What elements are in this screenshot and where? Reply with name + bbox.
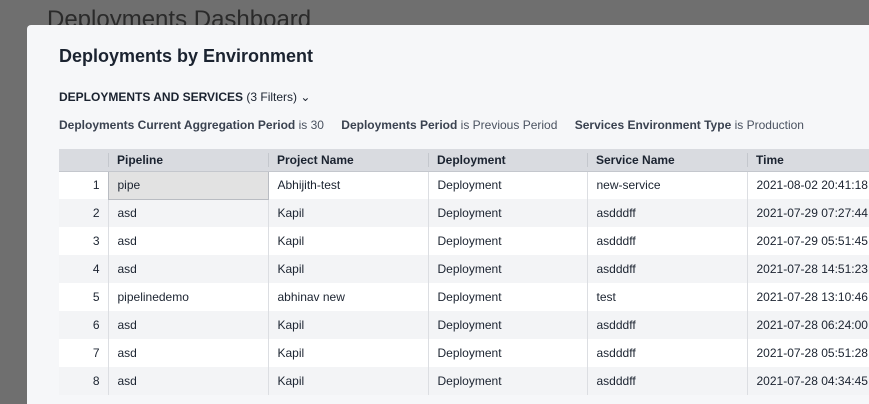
explore-modal: Deployments by Environment DEPLOYMENTS A… <box>27 25 869 404</box>
table-cell[interactable]: asdddff <box>586 227 747 255</box>
column-header[interactable]: Deployment <box>428 149 587 172</box>
table-row: 2 asd Kapil Deployment asdddff 2021-07-29 07:… <box>59 199 869 227</box>
table-cell[interactable]: Kapil <box>267 311 428 339</box>
index-header <box>59 149 108 172</box>
column-header[interactable]: Time <box>747 149 869 172</box>
row-number: 1 <box>59 171 108 199</box>
table-cell[interactable]: Deployment <box>427 311 587 339</box>
table-cell[interactable]: 2021-07-28 04:34:45 <box>746 367 869 395</box>
table-cell[interactable]: 2021-07-28 06:24:00 <box>746 311 869 339</box>
table-cell[interactable]: pipelinedemo <box>107 283 268 311</box>
row-number: 5 <box>59 283 108 311</box>
table-cell[interactable]: Kapil <box>267 367 428 395</box>
table-cell[interactable]: 2021-07-29 05:51:45 <box>746 227 869 255</box>
table-cell[interactable]: asdddff <box>586 255 747 283</box>
column-header[interactable]: Service Name <box>587 149 747 172</box>
filter-list: Deployments Current Aggregation Period i… <box>59 118 818 132</box>
table-cell[interactable]: Deployment <box>427 255 587 283</box>
filters-toggle[interactable]: DEPLOYMENTS AND SERVICES (3 Filters) ⌄ <box>59 90 310 104</box>
table-header: Pipeline Project Name Deployment Service… <box>59 149 869 172</box>
row-number: 2 <box>59 199 108 227</box>
table-cell[interactable]: Deployment <box>427 339 587 367</box>
row-number: 3 <box>59 227 108 255</box>
table-cell[interactable]: 2021-07-28 05:51:28 <box>746 339 869 367</box>
table-cell[interactable]: Deployment <box>427 199 587 227</box>
table-cell[interactable]: asd <box>107 199 268 227</box>
row-number: 4 <box>59 255 108 283</box>
column-header[interactable]: Project Name <box>268 149 428 172</box>
table-cell[interactable]: asd <box>107 255 268 283</box>
table-cell[interactable]: 2021-07-28 14:51:23 <box>746 255 869 283</box>
modal-title: Deployments by Environment <box>59 46 314 66</box>
table-row: 8 asd Kapil Deployment asdddff 2021-07-28 04:… <box>59 367 869 395</box>
table-row: 5 pipelinedemo abhinav new Deployment test 20… <box>59 283 869 311</box>
table-cell[interactable]: Abhijith-test <box>267 171 428 199</box>
table-cell[interactable]: Deployment <box>427 227 587 255</box>
table-row: 7 asd Kapil Deployment asdddff 2021-07-28 05:… <box>59 339 869 367</box>
table-cell[interactable]: Kapil <box>267 227 428 255</box>
source-label: DEPLOYMENTS AND SERVICES <box>59 90 244 104</box>
filter-item: Services Environment Type is Production <box>575 118 804 132</box>
table-cell[interactable]: Kapil <box>267 255 428 283</box>
filter-field: Deployments Current Aggregation Period <box>59 118 296 132</box>
table-cell[interactable]: pipe <box>107 170 269 200</box>
column-header[interactable]: Pipeline <box>108 149 268 172</box>
table-cell[interactable]: Deployment <box>427 171 587 199</box>
table-cell[interactable]: asd <box>107 367 268 395</box>
filter-count: (3 Filters) <box>246 90 298 104</box>
table-cell[interactable]: asd <box>107 339 268 367</box>
table-cell[interactable]: asdddff <box>586 311 747 339</box>
table-cell[interactable]: Kapil <box>267 339 428 367</box>
table-row: 6 asd Kapil Deployment asdddff 2021-07-28 06:… <box>59 311 869 339</box>
filter-field: Services Environment Type <box>574 118 732 132</box>
table-cell[interactable]: new-service <box>586 171 747 199</box>
table-cell[interactable]: Deployment <box>427 367 587 395</box>
row-number: 6 <box>59 311 108 339</box>
table-cell[interactable]: test <box>586 283 747 311</box>
table-cell[interactable]: asd <box>107 311 268 339</box>
table-cell[interactable]: asdddff <box>586 339 747 367</box>
table-cell[interactable]: asd <box>107 227 268 255</box>
filter-value: is Production <box>734 118 804 132</box>
results-table: Pipeline Project Name Deployment Service… <box>59 149 869 395</box>
table-row: 1 pipe Abhijith-test Deployment new-service 2… <box>59 170 869 200</box>
table-row: 4 asd Kapil Deployment asdddff 2021-07-28 14:… <box>59 255 869 283</box>
row-number: 8 <box>59 367 108 395</box>
table-cell[interactable]: abhinav new <box>267 283 428 311</box>
row-number: 7 <box>59 339 108 367</box>
chevron-down-icon: ⌄ <box>300 90 311 104</box>
table-row: 3 asd Kapil Deployment asdddff 2021-07-29 05:… <box>59 227 869 255</box>
table-cell[interactable]: Kapil <box>267 199 428 227</box>
filter-value: is 30 <box>298 118 324 132</box>
filter-value: is Previous Period <box>460 118 558 132</box>
filter-item: Deployments Current Aggregation Period i… <box>59 118 324 132</box>
table-cell[interactable]: asdddff <box>586 367 747 395</box>
filter-item: Deployments Period is Previous Period <box>341 118 557 132</box>
table-cell[interactable]: 2021-08-02 20:41:18 <box>746 171 869 199</box>
table-cell[interactable]: Deployment <box>427 283 587 311</box>
table-cell[interactable]: 2021-07-29 07:27:44 <box>746 199 869 227</box>
table-cell[interactable]: asdddff <box>586 199 747 227</box>
filter-field: Deployments Period <box>341 118 458 132</box>
table-cell[interactable]: 2021-07-28 13:10:46 <box>746 283 869 311</box>
